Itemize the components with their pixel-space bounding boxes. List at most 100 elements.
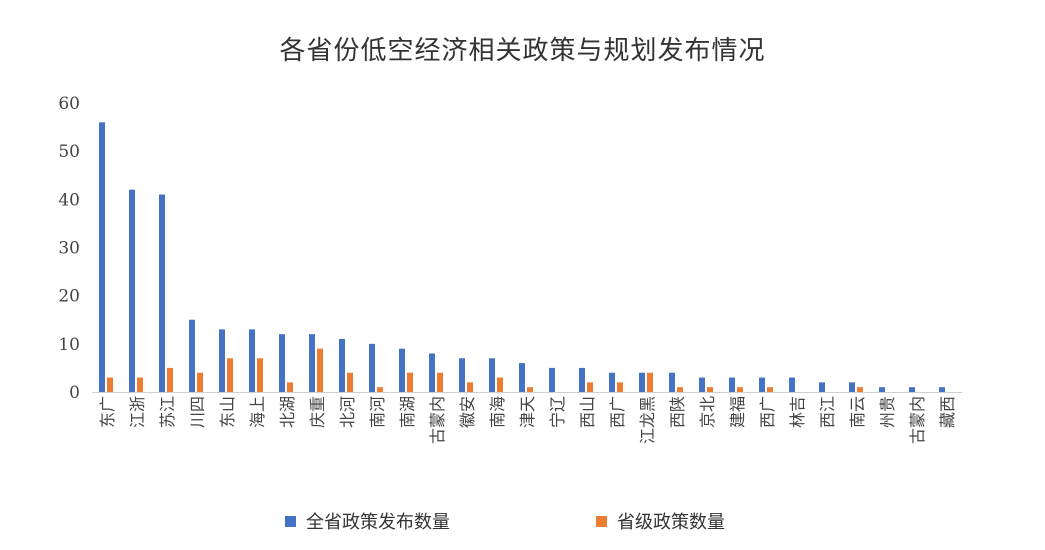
bar-total: [219, 329, 225, 392]
svg-text:广: 广: [758, 396, 777, 412]
bar-provincial: [767, 387, 773, 392]
bar-provincial: [137, 377, 143, 392]
x-tick-label: 江西: [818, 396, 837, 428]
svg-text:蒙: 蒙: [428, 412, 447, 428]
svg-text:河: 河: [368, 396, 387, 412]
svg-text:四: 四: [188, 396, 207, 412]
x-tick-label: 湖南: [398, 396, 417, 428]
y-tick-label: 10: [58, 335, 80, 355]
legend-swatch-provincial: [596, 515, 607, 527]
bar-provincial: [407, 372, 413, 392]
svg-text:西: 西: [818, 412, 837, 428]
y-tick-label: 0: [69, 383, 80, 403]
svg-text:山: 山: [578, 396, 597, 412]
svg-text:内: 内: [908, 396, 927, 412]
x-tick-label: 河北: [338, 396, 357, 428]
bars: [99, 122, 945, 393]
bar-provincial: [257, 358, 263, 392]
bar-total: [939, 387, 945, 392]
bar-total: [579, 367, 585, 392]
svg-text:吉: 吉: [788, 396, 807, 412]
svg-text:建: 建: [728, 412, 747, 428]
chart-title: 各省份低空经济相关政策与规划发布情况: [279, 36, 766, 66]
svg-text:福: 福: [728, 396, 747, 412]
x-tick-label: 黑龙江: [638, 396, 657, 444]
bar-total: [759, 377, 765, 392]
bar-provincial: [347, 372, 353, 392]
bar-total: [159, 194, 165, 392]
svg-text:宁: 宁: [548, 412, 567, 428]
y-tick-label: 60: [58, 94, 80, 114]
x-tick-label: 广西: [608, 396, 627, 428]
svg-text:龙: 龙: [638, 412, 657, 428]
svg-text:东: 东: [98, 412, 117, 428]
bar-total: [279, 334, 285, 392]
legend-label-provincial: 省级政策数量: [617, 512, 725, 533]
svg-text:湖: 湖: [278, 396, 297, 412]
bar-total: [369, 343, 375, 392]
svg-text:北: 北: [338, 412, 357, 428]
svg-text:西: 西: [938, 396, 957, 412]
bar-total: [519, 363, 525, 392]
svg-text:辽: 辽: [548, 396, 567, 412]
svg-text:山: 山: [218, 396, 237, 412]
bar-provincial: [647, 372, 653, 392]
x-tick-label: 安徽: [458, 396, 477, 428]
x-tick-label: 河南: [368, 396, 387, 428]
svg-text:北: 北: [278, 412, 297, 428]
x-tick-label: 山东: [218, 396, 237, 428]
bar-provincial: [707, 387, 713, 392]
y-tick-label: 20: [58, 287, 80, 307]
bar-total: [639, 372, 645, 392]
x-tick-label: 上海: [248, 396, 267, 428]
x-tick-label: 江苏: [158, 396, 177, 428]
bar-total: [459, 358, 465, 392]
svg-text:广: 广: [608, 396, 627, 412]
x-axis: 广东浙江江苏四川山东上海湖北重庆河北河南湖南内蒙古安徽海南天津辽宁山西广西黑龙江…: [92, 392, 962, 444]
svg-text:贵: 贵: [878, 396, 897, 412]
x-tick-label: 内蒙古: [908, 396, 927, 444]
svg-text:州: 州: [878, 412, 897, 428]
bar-provincial: [617, 382, 623, 392]
legend-item-provincial: 省级政策数量: [596, 508, 725, 534]
svg-text:江: 江: [128, 412, 147, 428]
bar-provincial: [287, 382, 293, 392]
svg-text:西: 西: [578, 412, 597, 428]
legend-swatch-total: [285, 515, 296, 527]
x-tick-label: 四川: [188, 396, 207, 428]
x-tick-label: 浙江: [128, 396, 147, 428]
bar-total: [429, 353, 435, 392]
svg-text:庆: 庆: [308, 412, 327, 428]
x-tick-label: 湖北: [278, 396, 297, 428]
bar-total: [729, 377, 735, 392]
bar-provincial: [677, 387, 683, 392]
y-tick-label: 40: [58, 190, 80, 210]
bar-provincial: [377, 387, 383, 392]
legend-label-total: 全省政策发布数量: [306, 512, 450, 533]
x-tick-label: 山西: [578, 396, 597, 428]
bar-total: [549, 367, 555, 392]
svg-text:苏: 苏: [158, 412, 177, 428]
bar-provincial: [467, 382, 473, 392]
bar-provincial: [527, 387, 533, 392]
svg-text:古: 古: [908, 428, 927, 444]
y-axis: 0 10 20 30 40 50 60: [58, 94, 80, 403]
svg-text:天: 天: [518, 396, 537, 412]
x-tick-label: 辽宁: [548, 396, 567, 428]
bar-total: [129, 189, 135, 392]
x-tick-label: 天津: [518, 396, 537, 428]
bar-total: [699, 377, 705, 392]
bar-provincial: [497, 377, 503, 392]
bar-total: [879, 387, 885, 392]
x-tick-label: 广西: [758, 396, 777, 428]
svg-text:川: 川: [188, 412, 207, 428]
svg-text:北: 北: [698, 396, 717, 412]
svg-text:江: 江: [638, 428, 657, 444]
svg-text:内: 内: [428, 396, 447, 412]
svg-text:东: 东: [218, 412, 237, 428]
svg-text:林: 林: [788, 412, 807, 428]
bar-provincial: [107, 377, 113, 392]
svg-text:浙: 浙: [128, 396, 147, 412]
svg-text:西: 西: [668, 412, 687, 428]
